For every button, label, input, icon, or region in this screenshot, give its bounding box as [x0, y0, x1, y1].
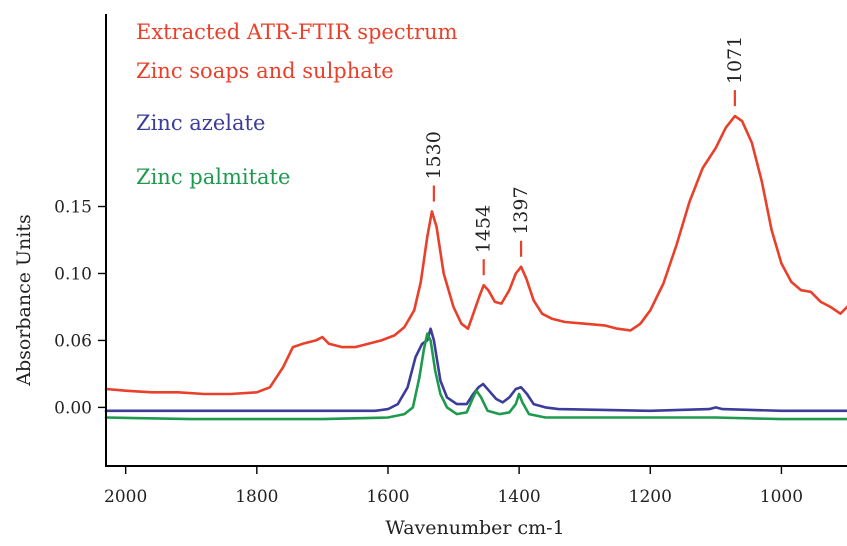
legend-item-zinc-azelate: Zinc azelate	[136, 111, 265, 135]
x-tick-label-2000: 2000	[104, 487, 147, 507]
x-axis-title: Wavenumber cm-1	[385, 517, 564, 539]
series-layer	[104, 114, 847, 421]
y-tick-label-0-06: 0.06	[54, 331, 92, 351]
y-tick-label-0-00: 0.00	[54, 398, 92, 418]
legend: Extracted ATR-FTIR spectrum Zinc soaps a…	[136, 20, 458, 189]
legend-item-zinc-palmitate: Zinc palmitate	[136, 165, 290, 189]
y-tick-label-0-15: 0.15	[54, 198, 92, 218]
series-line-zinc-palmitate	[104, 332, 847, 421]
x-tick-label-1600: 1600	[366, 487, 409, 507]
series-line-zinc-soaps-and-sulphate	[104, 114, 847, 396]
x-tick-label-1200: 1200	[629, 487, 672, 507]
series-line-zinc-azelate	[104, 327, 847, 413]
legend-title-line-2: Zinc soaps and sulphate	[136, 59, 394, 83]
peak-annotations: 1530 1454 1397 1071	[423, 36, 746, 276]
y-axis-title: Absorbance Units	[13, 214, 35, 387]
x-tick-label-1800: 1800	[235, 487, 278, 507]
peak-label-1530: 1530	[423, 131, 445, 179]
axes: Wavenumber cm-1 Absorbance Units 2000 180…	[13, 14, 847, 539]
peak-label-1454: 1454	[473, 205, 495, 253]
x-tick-label-1400: 1400	[497, 487, 540, 507]
peak-label-1397: 1397	[510, 186, 532, 234]
legend-title-line-1: Extracted ATR-FTIR spectrum	[136, 20, 458, 44]
x-tick-label-1000: 1000	[760, 487, 803, 507]
peak-label-1071: 1071	[724, 36, 746, 84]
y-tick-label-0-10: 0.10	[54, 264, 92, 284]
